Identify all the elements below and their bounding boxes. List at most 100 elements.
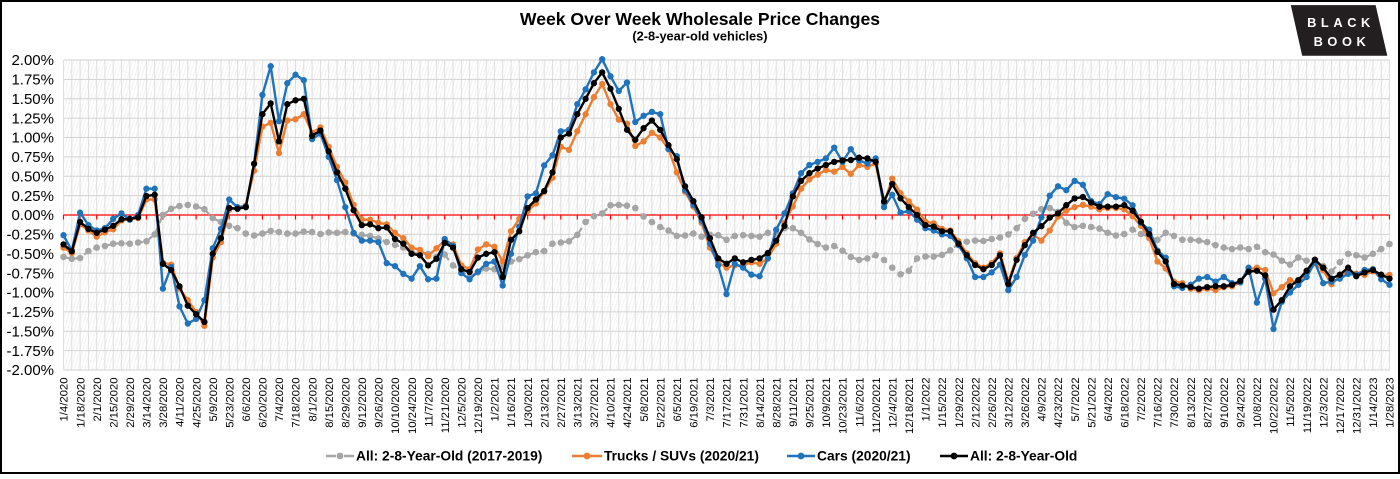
svg-text:(2-8-year-old vehicles): (2-8-year-old vehicles)	[632, 28, 767, 43]
svg-text:1/14/2023: 1/14/2023	[1368, 378, 1380, 428]
svg-text:4/9/2022: 4/9/2022	[1037, 378, 1049, 422]
svg-text:11/21/2020: 11/21/2020	[440, 378, 452, 434]
svg-text:BOOK: BOOK	[1314, 34, 1371, 49]
svg-text:5/8/2021: 5/8/2021	[639, 378, 651, 422]
svg-text:8/15/2020: 8/15/2020	[324, 378, 336, 428]
svg-text:All: 2-8-Year-Old: All: 2-8-Year-Old	[970, 449, 1077, 464]
svg-text:-1.25%: -1.25%	[6, 304, 54, 321]
svg-text:0.50%: 0.50%	[11, 168, 54, 185]
svg-text:7/18/2020: 7/18/2020	[291, 378, 303, 428]
svg-text:4/11/2020: 4/11/2020	[175, 378, 187, 427]
svg-text:8/14/2021: 8/14/2021	[755, 378, 767, 428]
svg-text:12/31/2022: 12/31/2022	[1352, 378, 1364, 435]
svg-text:1/28/2023: 1/28/2023	[1385, 378, 1397, 428]
svg-text:4/24/2021: 4/24/2021	[622, 378, 634, 428]
svg-text:11/19/2022: 11/19/2022	[1302, 378, 1314, 434]
svg-text:2/12/2022: 2/12/2022	[970, 378, 982, 428]
svg-text:6/5/2021: 6/5/2021	[672, 378, 684, 422]
svg-text:5/23/2020: 5/23/2020	[224, 378, 236, 428]
svg-text:1/4/2020: 1/4/2020	[59, 378, 71, 422]
svg-text:-0.50%: -0.50%	[6, 246, 54, 263]
svg-text:0.25%: 0.25%	[11, 188, 54, 205]
svg-text:6/18/2022: 6/18/2022	[1120, 378, 1132, 428]
svg-text:3/27/2021: 3/27/2021	[589, 378, 601, 428]
svg-text:10/9/2021: 10/9/2021	[821, 378, 833, 428]
svg-text:5/21/2022: 5/21/2022	[1086, 378, 1098, 428]
svg-text:2/26/2022: 2/26/2022	[987, 378, 999, 428]
svg-text:2/15/2020: 2/15/2020	[108, 378, 120, 428]
svg-text:11/6/2021: 11/6/2021	[854, 378, 866, 427]
svg-text:10/23/2021: 10/23/2021	[838, 378, 850, 435]
svg-text:0.75%: 0.75%	[11, 149, 54, 166]
svg-text:2/29/2020: 2/29/2020	[125, 378, 137, 428]
svg-text:-1.00%: -1.00%	[6, 285, 54, 302]
svg-text:7/4/2020: 7/4/2020	[274, 378, 286, 422]
svg-text:3/12/2022: 3/12/2022	[1004, 378, 1016, 428]
svg-text:10/24/2020: 10/24/2020	[407, 378, 419, 435]
svg-text:10/22/2022: 10/22/2022	[1269, 378, 1281, 435]
svg-text:-0.25%: -0.25%	[6, 227, 54, 244]
svg-text:7/2/2022: 7/2/2022	[1136, 378, 1148, 422]
svg-text:12/5/2020: 12/5/2020	[457, 378, 469, 428]
svg-text:2/13/2021: 2/13/2021	[539, 378, 551, 428]
svg-text:12/4/2021: 12/4/2021	[888, 378, 900, 428]
svg-text:1/2/2021: 1/2/2021	[490, 378, 502, 422]
svg-text:7/16/2022: 7/16/2022	[1153, 378, 1165, 428]
svg-text:9/10/2022: 9/10/2022	[1219, 378, 1231, 428]
svg-text:8/29/2020: 8/29/2020	[341, 378, 353, 428]
svg-text:5/22/2021: 5/22/2021	[655, 378, 667, 428]
svg-text:7/31/2021: 7/31/2021	[738, 378, 750, 428]
svg-text:12/18/2021: 12/18/2021	[904, 378, 916, 435]
svg-text:11/5/2022: 11/5/2022	[1285, 378, 1297, 427]
svg-text:10/8/2022: 10/8/2022	[1252, 378, 1264, 428]
svg-text:7/30/2022: 7/30/2022	[1169, 378, 1181, 428]
svg-text:9/26/2020: 9/26/2020	[374, 378, 386, 428]
svg-text:Week Over Week Wholesale Price: Week Over Week Wholesale Price Changes	[520, 9, 880, 29]
svg-text:-0.75%: -0.75%	[6, 265, 54, 282]
svg-text:All: 2-8-Year-Old (2017-2019): All: 2-8-Year-Old (2017-2019)	[356, 449, 542, 464]
svg-text:2.00%: 2.00%	[11, 52, 54, 69]
svg-text:1.50%: 1.50%	[11, 91, 54, 108]
svg-text:12/19/2020: 12/19/2020	[473, 378, 485, 435]
svg-text:3/13/2021: 3/13/2021	[573, 378, 585, 428]
svg-text:1/30/2021: 1/30/2021	[523, 378, 535, 428]
svg-text:-1.75%: -1.75%	[6, 343, 54, 360]
svg-text:9/24/2022: 9/24/2022	[1236, 378, 1248, 428]
svg-text:4/23/2022: 4/23/2022	[1053, 378, 1065, 428]
svg-text:Cars (2020/21): Cars (2020/21)	[817, 449, 911, 464]
svg-text:6/20/2020: 6/20/2020	[258, 378, 270, 428]
svg-text:1/29/2022: 1/29/2022	[954, 378, 966, 428]
svg-text:BLACK: BLACK	[1307, 15, 1375, 30]
svg-text:7/17/2021: 7/17/2021	[722, 378, 734, 428]
svg-text:1.25%: 1.25%	[11, 110, 54, 127]
svg-text:8/27/2022: 8/27/2022	[1202, 378, 1214, 428]
svg-text:6/19/2021: 6/19/2021	[689, 378, 701, 428]
svg-text:6/6/2020: 6/6/2020	[241, 378, 253, 422]
svg-text:10/10/2020: 10/10/2020	[390, 378, 402, 435]
svg-text:12/3/2022: 12/3/2022	[1318, 378, 1330, 428]
svg-text:5/9/2020: 5/9/2020	[208, 378, 220, 422]
svg-text:-1.50%: -1.50%	[6, 323, 54, 340]
svg-text:Trucks / SUVs (2020/21): Trucks / SUVs (2020/21)	[604, 449, 759, 464]
svg-text:1.75%: 1.75%	[11, 72, 54, 89]
svg-text:4/25/2020: 4/25/2020	[191, 378, 203, 428]
svg-text:8/13/2022: 8/13/2022	[1186, 378, 1198, 428]
svg-text:2/27/2021: 2/27/2021	[556, 378, 568, 428]
svg-text:3/28/2020: 3/28/2020	[158, 378, 170, 428]
svg-text:1/18/2020: 1/18/2020	[75, 378, 87, 428]
svg-text:1/1/2022: 1/1/2022	[921, 378, 933, 422]
svg-text:11/20/2021: 11/20/2021	[871, 378, 883, 434]
svg-text:1/16/2021: 1/16/2021	[506, 378, 518, 428]
svg-text:7/3/2021: 7/3/2021	[705, 378, 717, 422]
svg-text:2/1/2020: 2/1/2020	[92, 378, 104, 422]
svg-text:1/15/2022: 1/15/2022	[937, 378, 949, 428]
svg-text:3/26/2022: 3/26/2022	[1020, 378, 1032, 428]
svg-text:1.00%: 1.00%	[11, 130, 54, 147]
svg-text:-2.00%: -2.00%	[6, 362, 54, 379]
svg-text:9/12/2020: 9/12/2020	[357, 378, 369, 428]
svg-text:9/25/2021: 9/25/2021	[805, 378, 817, 428]
svg-text:8/28/2021: 8/28/2021	[771, 378, 783, 428]
svg-text:0.00%: 0.00%	[11, 207, 54, 224]
svg-text:3/14/2020: 3/14/2020	[142, 378, 154, 428]
svg-text:4/10/2021: 4/10/2021	[606, 378, 618, 428]
